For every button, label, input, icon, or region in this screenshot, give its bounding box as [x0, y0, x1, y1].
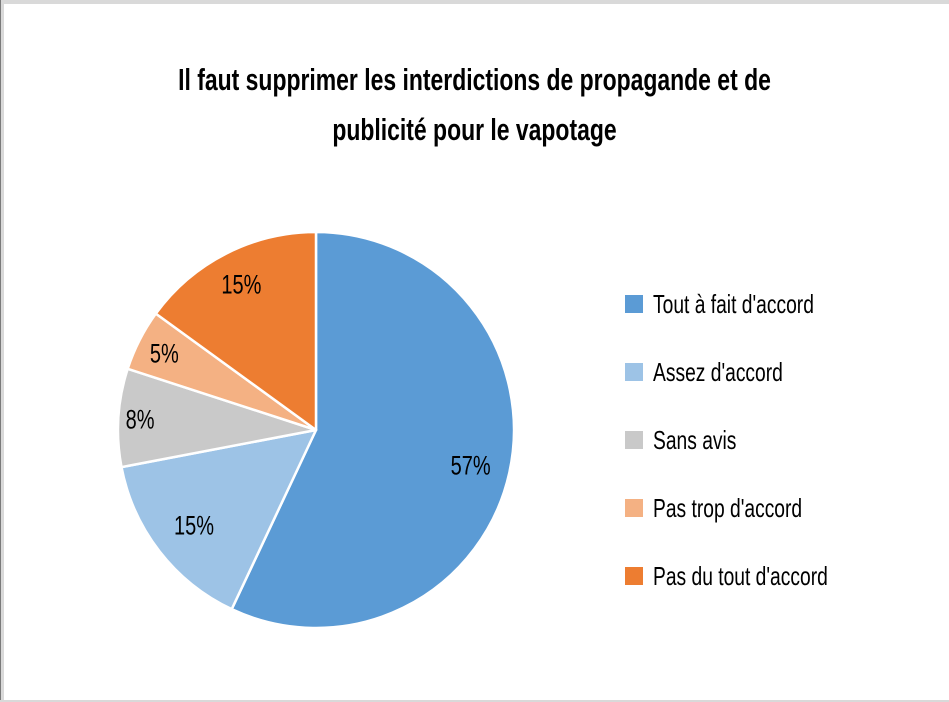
legend-item-3: Sans avis	[625, 425, 889, 455]
legend-item-4: Pas trop d'accord	[625, 493, 889, 523]
legend-swatch-icon	[625, 431, 643, 449]
frame-edge-top	[0, 0, 949, 4]
chart-title-line-1: Il faut supprimer les interdictions de p…	[178, 62, 771, 97]
legend-swatch-icon	[625, 499, 643, 517]
frame-edge-left	[0, 0, 4, 702]
pie-data-label-1: 57%	[451, 450, 491, 481]
pie-data-label-2: 15%	[174, 511, 214, 542]
pie-slice-5	[154, 230, 318, 432]
legend-label: Pas trop d'accord	[653, 492, 803, 523]
legend-item-2: Assez d'accord	[625, 357, 889, 387]
pie-data-label-4: 5%	[150, 339, 179, 370]
legend-label: Sans avis	[653, 424, 737, 455]
legend-label: Pas du tout d'accord	[653, 560, 828, 591]
legend-label: Tout à fait d'accord	[653, 288, 814, 319]
frame-edge-bottom	[0, 700, 949, 702]
pie-slice-2	[120, 428, 318, 611]
chart-legend: Tout à fait d'accord Assez d'accord Sans a…	[625, 289, 889, 635]
legend-swatch-icon	[625, 363, 643, 381]
chart-title-line-2: publicité pour le vapotage	[332, 112, 617, 147]
pie-slice-3	[116, 367, 318, 469]
legend-swatch-icon	[625, 567, 643, 585]
chart-title: Il faut supprimer les interdictions de p…	[123, 55, 825, 155]
legend-label: Assez d'accord	[653, 356, 783, 387]
legend-swatch-icon	[625, 295, 643, 313]
pie-data-label-3: 8%	[126, 405, 155, 436]
legend-item-1: Tout à fait d'accord	[625, 289, 889, 319]
legend-item-5: Pas du tout d'accord	[625, 561, 889, 591]
pie-slice-1	[230, 230, 516, 630]
pie-data-label-5: 15%	[221, 269, 261, 300]
